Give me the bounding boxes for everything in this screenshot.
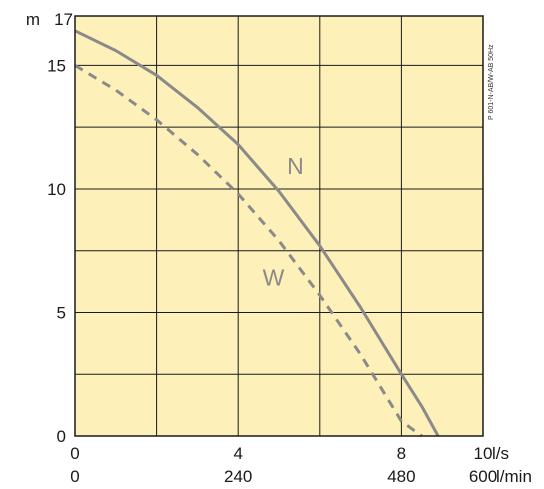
x-tick-label: 0: [70, 444, 79, 463]
y-tick-label: 10: [47, 180, 66, 199]
plot-area: [75, 16, 483, 436]
x2-tick-label: 600: [469, 467, 497, 486]
y-tick-label: 0: [57, 427, 66, 446]
grid: [75, 16, 483, 436]
y-tick-label: 5: [57, 303, 66, 322]
plot-frame: [74, 15, 484, 437]
series-label-w: W: [263, 264, 285, 290]
model-code-label: P 601-N-AB/W-AB 50Hz: [488, 44, 495, 120]
series-line-n: [74, 29, 440, 437]
series-line-w: [74, 64, 423, 438]
x-tick-label: 8: [397, 444, 406, 463]
x2-tick-label: 240: [224, 467, 252, 486]
x-tick-label: 4: [233, 444, 242, 463]
x-unit-label: l/s: [492, 444, 509, 463]
x2-tick-label: 0: [70, 467, 79, 486]
series-label-n: N: [287, 153, 304, 179]
y-tick-label: 15: [47, 56, 66, 75]
y-unit-label: m: [26, 10, 40, 29]
curves: NW: [74, 29, 440, 438]
x-tick-label: 10: [474, 444, 493, 463]
x2-tick-label: 480: [387, 467, 415, 486]
plot-border: [74, 15, 484, 437]
y-tick-label: 17: [54, 10, 73, 29]
x2-unit-label: l/min: [496, 467, 532, 486]
